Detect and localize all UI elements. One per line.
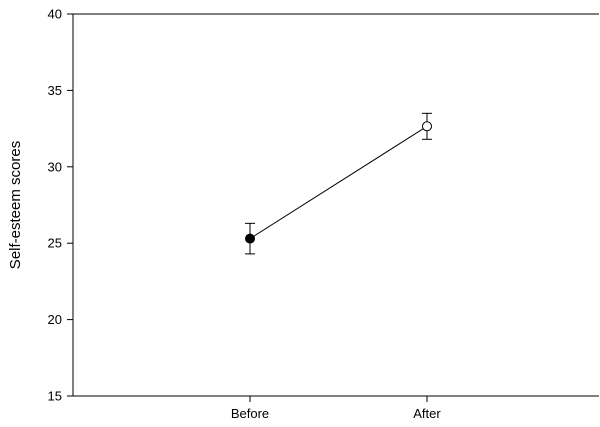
x-tick-label: After (413, 406, 441, 421)
y-tick-label: 35 (48, 83, 62, 98)
x-tick-label: Before (231, 406, 269, 421)
series-group (245, 112, 432, 255)
y-tick-label: 40 (48, 7, 62, 22)
y-tick-label: 30 (48, 159, 62, 174)
y-tick-label: 15 (48, 389, 62, 404)
y-axis-ticks: 15 20 25 30 35 40 (48, 7, 73, 404)
y-tick-label: 25 (48, 236, 62, 251)
y-axis-label: Self-esteem scores (7, 141, 24, 269)
data-point-after (422, 121, 432, 132)
data-point-before (245, 233, 255, 244)
x-axis-ticks: Before After (231, 396, 441, 421)
plot-frame (72, 13, 599, 397)
series-line (249, 125, 428, 240)
y-tick-label: 20 (48, 312, 62, 327)
